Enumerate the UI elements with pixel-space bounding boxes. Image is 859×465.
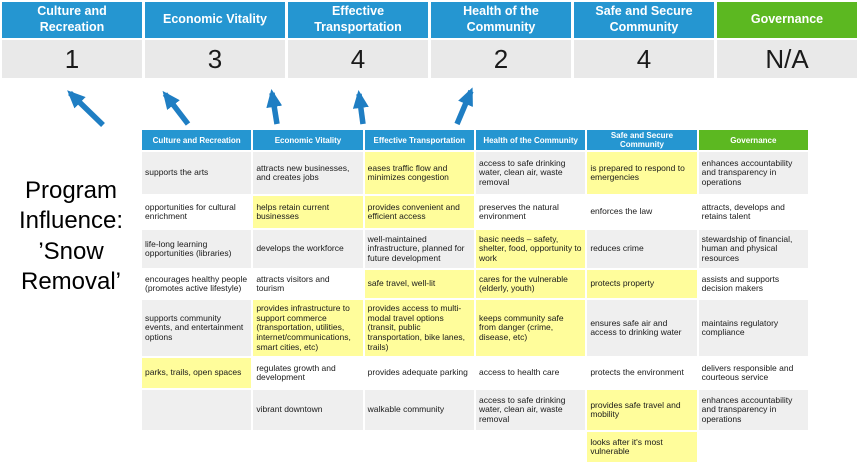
table-row: looks after it's most vulnerable [142, 432, 808, 463]
matrix-cell: preserves the natural environment [475, 196, 586, 229]
table-header-row: Culture and Recreation Economic Vitality… [142, 130, 808, 151]
matrix-cell: provides access to multi-modal travel op… [364, 300, 474, 357]
up-arrow-icon [352, 90, 369, 125]
matrix-cell [364, 432, 474, 463]
summary-score-effective-transportation: 4 [288, 40, 428, 78]
table-row: parks, trails, open spaces regulates gro… [142, 358, 808, 389]
matrix-cell: enhances accountability and transparency… [698, 152, 808, 195]
matrix-cell: eases traffic flow and minimizes congest… [364, 152, 474, 195]
summary-score-culture-recreation: 1 [2, 40, 142, 78]
matrix-cell: provides convenient and efficient access [364, 196, 474, 229]
summary-column-effective-transportation: Effective Transportation 4 [288, 2, 428, 78]
matrix-cell: enforces the law [587, 196, 697, 229]
matrix-cell: attracts visitors and tourism [253, 270, 363, 299]
matrix-cell: opportunities for cultural enrichment [142, 196, 252, 229]
matrix-cell: enhances accountability and transparency… [698, 390, 808, 431]
program-label-line: Removal’ [20, 268, 122, 296]
program-influence-label: Program Influence: ’Snow Removal’ [0, 176, 142, 298]
matrix-cell [142, 432, 252, 463]
matrix-cell: protects property [587, 270, 697, 299]
matrix-cell: safe travel, well-lit [364, 270, 474, 299]
matrix-cell: attracts new businesses, and creates job… [253, 152, 363, 195]
table-row: supports community events, and entertain… [142, 300, 808, 357]
matrix-cell: assists and supports decision makers [698, 270, 808, 299]
matrix-cell: looks after it's most vulnerable [587, 432, 697, 463]
matrix-cell: helps retain current businesses [253, 196, 363, 229]
matrix-cell: life-long learning opportunities (librar… [142, 230, 252, 269]
col-header-health-community: Health of the Community [475, 130, 586, 151]
summary-column-health-community: Health of the Community 2 [431, 2, 571, 78]
program-label-line: Program [24, 177, 118, 204]
summary-score-health-community: 2 [431, 40, 571, 78]
summary-column-culture-recreation: Culture and Recreation 1 [2, 2, 142, 78]
col-header-culture-recreation: Culture and Recreation [142, 130, 252, 151]
table-row: supports the arts attracts new businesse… [142, 152, 808, 195]
summary-column-safe-secure: Safe and Secure Community 4 [574, 2, 714, 78]
matrix-cell: attracts, develops and retains talent [698, 196, 808, 229]
matrix-cell: stewardship of financial, human and phys… [698, 230, 808, 269]
table-row: life-long learning opportunities (librar… [142, 230, 808, 269]
matrix-cell: well-maintained infrastructure, planned … [364, 230, 474, 269]
col-header-governance: Governance [698, 130, 808, 151]
matrix-cell: supports the arts [142, 152, 252, 195]
matrix-cell: parks, trails, open spaces [142, 358, 252, 389]
table-row: vibrant downtown walkable community acce… [142, 390, 808, 431]
matrix-cell: cares for the vulnerable (elderly, youth… [475, 270, 586, 299]
matrix-cell: access to safe drinking water, clean air… [475, 152, 586, 195]
summary-header-economic-vitality: Economic Vitality [145, 2, 285, 38]
summary-bar: Culture and Recreation 1 Economic Vitali… [2, 2, 857, 78]
summary-header-safe-secure: Safe and Secure Community [574, 2, 714, 38]
matrix-cell: encourages healthy people (promotes acti… [142, 270, 252, 299]
summary-header-effective-transportation: Effective Transportation [288, 2, 428, 38]
matrix-cell: provides adequate parking [364, 358, 474, 389]
summary-column-economic-vitality: Economic Vitality 3 [145, 2, 285, 78]
matrix-cell: delivers responsible and courteous servi… [698, 358, 808, 389]
matrix-cell: provides infrastructure to support comme… [253, 300, 363, 357]
matrix-cell: protects the environment [587, 358, 697, 389]
summary-header-health-community: Health of the Community [431, 2, 571, 38]
matrix-cell: maintains regulatory compliance [698, 300, 808, 357]
matrix-cell: is prepared to respond to emergencies [587, 152, 697, 195]
summary-score-governance: N/A [717, 40, 857, 78]
matrix-cell [698, 432, 808, 463]
matrix-cell: regulates growth and development [253, 358, 363, 389]
matrix-cell [142, 390, 252, 431]
arrows-layer [67, 87, 474, 127]
matrix-cell: ensures safe air and access to drinking … [587, 300, 697, 357]
table-row: encourages healthy people (promotes acti… [142, 270, 808, 299]
influence-matrix-table: Culture and Recreation Economic Vitality… [140, 128, 810, 465]
program-label-line: Influence: [18, 207, 124, 235]
matrix-cell [253, 432, 363, 463]
col-header-economic-vitality: Economic Vitality [253, 130, 363, 151]
matrix-cell: keeps community safe from danger (crime,… [475, 300, 586, 357]
matrix-cell: develops the workforce [253, 230, 363, 269]
up-arrow-icon [67, 90, 105, 127]
matrix-cell: access to health care [475, 358, 586, 389]
matrix-cell: vibrant downtown [253, 390, 363, 431]
summary-header-culture-recreation: Culture and Recreation [2, 2, 142, 38]
up-arrow-icon [454, 87, 474, 126]
col-header-safe-secure: Safe and Secure Community [587, 130, 697, 151]
summary-score-safe-secure: 4 [574, 40, 714, 78]
up-arrow-icon [266, 89, 283, 125]
up-arrow-icon [162, 90, 191, 126]
matrix-cell: access to safe drinking water, clean air… [475, 390, 586, 431]
matrix-cell [475, 432, 586, 463]
matrix-cell: basic needs – safety, shelter, food, opp… [475, 230, 586, 269]
summary-header-governance: Governance [717, 2, 857, 38]
matrix-cell: supports community events, and entertain… [142, 300, 252, 357]
col-header-effective-transportation: Effective Transportation [364, 130, 474, 151]
summary-column-governance: Governance N/A [717, 2, 857, 78]
matrix-cell: reduces crime [587, 230, 697, 269]
matrix-cell: walkable community [364, 390, 474, 431]
matrix-cell: provides safe travel and mobility [587, 390, 697, 431]
table-row: opportunities for cultural enrichment he… [142, 196, 808, 229]
summary-score-economic-vitality: 3 [145, 40, 285, 78]
program-label-line: ’Snow [38, 237, 104, 265]
